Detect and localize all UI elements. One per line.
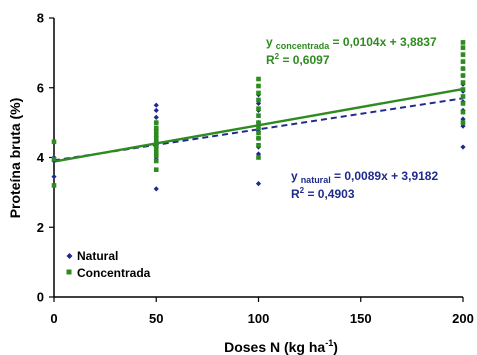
regression-line-natural [53, 97, 464, 162]
point-concentrada [51, 139, 57, 145]
eq-natural-rest: = 0,0089x + 3,9182 [331, 169, 439, 183]
point-natural [153, 107, 159, 114]
point-concentrada [153, 149, 159, 155]
point-concentrada [460, 52, 466, 57]
point-natural [153, 114, 159, 120]
axes: 0 2 4 6 8 0 50 100 150 200 [37, 11, 474, 327]
point-concentrada [51, 156, 57, 162]
eq-concentrada-sub: concentrada [276, 41, 331, 51]
eq-natural-prefix: y [291, 169, 298, 183]
y-tick-label: 6 [37, 80, 44, 95]
point-concentrada [460, 94, 466, 99]
point-concentrada [153, 129, 159, 134]
r2-concentrada-prefix: R [266, 53, 275, 67]
point-concentrada [256, 142, 261, 148]
point-concentrada [153, 153, 159, 159]
point-concentrada [153, 132, 159, 138]
legend-item-natural: Natural [66, 249, 118, 263]
eq-natural-sub: natural [301, 175, 331, 185]
point-concentrada [256, 106, 261, 111]
point-concentrada [256, 113, 261, 118]
equation-natural: y natural = 0,0089x + 3,9182 R2 = 0,4903 [291, 169, 438, 201]
point-concentrada [460, 101, 466, 106]
point-concentrada [460, 45, 466, 50]
point-concentrada [153, 139, 159, 145]
r2-concentrada-rest: = 0,6097 [279, 53, 330, 67]
r2-natural-rest: = 0,4903 [304, 187, 355, 201]
regression-line-concentrada [53, 87, 464, 163]
x-axis-title-main: Doses N (kg ha [224, 339, 325, 355]
x-axis-title-end: ) [333, 339, 338, 355]
point-concentrada [153, 120, 159, 125]
point-concentrada [153, 142, 159, 148]
point-concentrada [460, 109, 466, 115]
legend-label-concentrada: Concentrada [77, 266, 151, 280]
point-concentrada [256, 136, 261, 141]
x-tick-label: 0 [50, 311, 57, 326]
eq-concentrada-rest: = 0,0104x + 3,8837 [329, 35, 437, 49]
point-concentrada [460, 87, 466, 92]
x-tick-label: 150 [350, 311, 372, 326]
legend: Natural Concentrada [66, 249, 151, 280]
point-concentrada [460, 73, 466, 78]
svg-text:R2 = 0,4903: R2 = 0,4903 [291, 186, 355, 201]
point-concentrada [256, 90, 261, 96]
point-natural [153, 102, 159, 108]
x-tick-label: 100 [248, 311, 270, 326]
r2-natural-prefix: R [291, 187, 300, 201]
point-natural [153, 186, 159, 192]
x-tick-label: 200 [452, 311, 474, 326]
point-concentrada [153, 146, 159, 152]
point-concentrada [256, 125, 261, 131]
point-concentrada [256, 76, 261, 82]
legend-marker-concentrada [66, 269, 72, 275]
data-points [51, 40, 466, 192]
equation-concentrada: y concentrada = 0,0104x + 3,8837 R2 = 0,6… [266, 35, 437, 67]
point-concentrada [460, 80, 466, 85]
point-concentrada [153, 158, 159, 164]
y-tick-label: 2 [37, 220, 44, 235]
x-axis-title-sup: -1 [325, 338, 333, 348]
point-concentrada [460, 59, 466, 64]
point-concentrada [51, 183, 57, 188]
point-concentrada [256, 130, 261, 136]
regression-lines [53, 87, 464, 163]
y-tick-label: 8 [37, 11, 44, 26]
legend-marker-natural [66, 253, 73, 259]
point-concentrada [256, 155, 261, 160]
point-concentrada [256, 83, 261, 89]
x-axis-title: Doses N (kg ha-1) [224, 338, 338, 355]
point-concentrada [256, 120, 261, 125]
y-tick-label: 0 [37, 290, 44, 305]
legend-item-concentrada: Concentrada [66, 266, 151, 280]
point-concentrada [153, 125, 159, 131]
point-concentrada [153, 136, 159, 141]
point-natural [255, 181, 262, 187]
point-concentrada [153, 167, 159, 173]
point-natural [51, 174, 57, 180]
r2-natural-sup: 2 [300, 186, 305, 195]
point-concentrada [460, 40, 466, 45]
x-tick-label: 50 [149, 311, 163, 326]
point-concentrada [460, 120, 466, 125]
y-tick-label: 4 [37, 150, 45, 165]
r2-concentrada-sup: 2 [275, 52, 280, 61]
eq-concentrada-prefix: y [266, 35, 273, 49]
point-concentrada [256, 97, 261, 103]
y-axis-title: Proteína bruta (%) [7, 98, 23, 219]
point-concentrada [460, 66, 466, 71]
svg-text:R2 = 0,6097: R2 = 0,6097 [266, 52, 330, 67]
legend-label-natural: Natural [77, 249, 118, 263]
point-natural [460, 144, 466, 150]
